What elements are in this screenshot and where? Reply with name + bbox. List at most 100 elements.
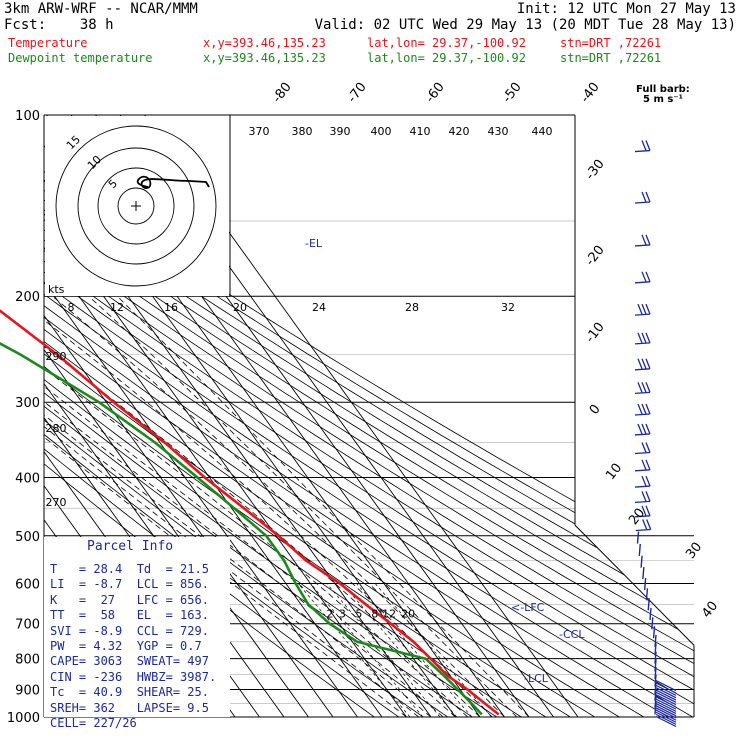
- wind-barb-feather: [642, 519, 648, 530]
- pressure-tick-label: 500: [15, 530, 40, 545]
- dry-adiabat-line: [44, 115, 645, 717]
- parcel-info-row: CAPE= 3063 SWEAT= 497: [50, 654, 209, 669]
- wind-barb-feather: [637, 403, 643, 415]
- wind-barb-surface: [655, 709, 677, 721]
- isotherm-tick-label: 0: [587, 402, 604, 418]
- wind-barb-surface: [655, 684, 677, 696]
- dry-adiabat-line: [44, 115, 694, 717]
- hodograph-ring: [77, 147, 195, 265]
- wind-barb-feather: [641, 459, 647, 471]
- dewpoint-legend-label: Dewpoint temperature: [8, 51, 153, 65]
- wind-barb-feather: [645, 403, 651, 415]
- theta-label: 420: [449, 125, 470, 138]
- hodograph-scale-label: 20: [233, 301, 247, 314]
- hodograph-ring: [117, 187, 155, 225]
- wind-barb-surface: [655, 691, 677, 703]
- wind-barb-feather: [645, 459, 651, 471]
- moist-adiabat-line: [117, 295, 530, 717]
- parcel-info-row: SVI = -8.9 CCL = 729.: [50, 623, 209, 638]
- hodograph-scale-label: 32: [501, 301, 515, 314]
- wind-barb-shaft: [640, 555, 643, 568]
- parcel-info-row: K = 27 LFC = 656.: [50, 592, 209, 607]
- wind-barb-feather: [645, 234, 651, 246]
- dry-adiabat-line: [44, 115, 694, 717]
- wind-barb-shaft: [651, 617, 654, 630]
- wind-barb-feather: [641, 332, 647, 344]
- hodograph-ring: [55, 125, 217, 287]
- moist-adiabat-line: [44, 295, 469, 717]
- parcel-info-row: Tc = 40.9 SHEAR= 25.: [50, 685, 209, 700]
- pressure-tick-label: 600: [15, 577, 40, 592]
- theta-label: 430: [488, 125, 509, 138]
- hodograph-scale-label: 8: [68, 301, 75, 314]
- wind-barb-layer: [634, 140, 677, 728]
- parcel-info-row: SREH= 362 LAPSE= 9.5: [50, 700, 209, 715]
- moist-adiabat-line: [52, 295, 505, 717]
- dry-adiabat-line: [44, 115, 694, 717]
- mixing-ratio-line: [342, 583, 458, 717]
- isotherm-tick-label: -80: [270, 80, 295, 106]
- wind-barb-feather: [645, 358, 651, 370]
- wind-barb-shaft: [634, 451, 651, 455]
- wind-barb-shaft: [647, 598, 650, 611]
- wind-barb-shaft: [634, 391, 651, 395]
- dry-adiabat-line: [44, 115, 620, 717]
- wind-barb-feather: [641, 491, 647, 502]
- isotherm-tick-label: -20: [583, 243, 608, 269]
- wind-barb-feather: [637, 358, 643, 370]
- wind-barb-shaft: [634, 368, 651, 371]
- wind-barb-shaft: [634, 281, 651, 284]
- pressure-tick-label: 200: [15, 290, 40, 305]
- wind-barb-surface: [655, 687, 677, 699]
- mixing-ratio-label: 8: [371, 608, 378, 621]
- dewpoint-profile: [0, 342, 483, 716]
- pressure-tick-label: 300: [15, 396, 40, 411]
- parcel-info-row: CELL= 227/26: [50, 716, 137, 730]
- wind-barb-feather: [637, 303, 643, 315]
- level-annotation: <-LFC: [511, 601, 545, 614]
- wind-barb-surface: [655, 715, 677, 728]
- wind-barb-shaft: [634, 469, 651, 472]
- init-time: Init: 12 UTC Mon 27 May 13: [516, 1, 736, 17]
- dry-adiabat-line: [44, 115, 522, 717]
- wind-barb-feather: [641, 475, 647, 487]
- temperature-xy: x,y=393.46,135.23: [203, 36, 326, 50]
- wind-barb-shaft: [634, 244, 651, 247]
- theta-label: 410: [410, 125, 431, 138]
- wind-barb-feather: [641, 505, 647, 517]
- hodograph-scale-label: 12: [110, 301, 124, 314]
- wind-barb-shaft: [634, 500, 651, 504]
- wind-barb-feather: [645, 491, 651, 502]
- pressure-tick-label: 700: [15, 618, 40, 633]
- moist-adiabat-line: [44, 295, 444, 717]
- parcel-info-title: Parcel Info: [87, 539, 174, 554]
- level-annotation: -EL: [305, 237, 323, 250]
- mixing-ratio-line: [310, 583, 424, 717]
- wind-barb-feather: [645, 475, 651, 487]
- dry-adiabat-line: [44, 115, 694, 717]
- wind-barb-shaft: [634, 433, 651, 436]
- temperature-latlon: lat,lon= 29.37,-100.92: [367, 36, 526, 50]
- dry-adiabat-line: [44, 115, 694, 717]
- theta-label: 370: [249, 125, 270, 138]
- isotherm-tick-label: 10: [603, 461, 625, 483]
- wind-barb-surface: [655, 705, 677, 717]
- theta-label: 270: [46, 496, 67, 509]
- full-barb-units: 5 m s⁻¹: [643, 94, 683, 105]
- mixing-ratio-label: 2: [326, 608, 333, 621]
- dry-adiabat-line: [44, 115, 693, 717]
- wind-barb-feather: [645, 382, 651, 393]
- wind-barb-feather: [645, 332, 651, 344]
- mixing-ratio-layer: [297, 583, 492, 717]
- wind-barb-surface: [655, 707, 677, 719]
- dewpoint-xy: x,y=393.46,135.23: [203, 51, 326, 65]
- temperature-legend-label: Temperature: [8, 36, 88, 50]
- temperature-station: stn=DRT ,72261: [560, 36, 662, 50]
- mixing-ratio-label: 12: [382, 608, 396, 621]
- wind-barb-shaft: [645, 588, 649, 601]
- wind-barb-shaft: [654, 702, 657, 715]
- isotherm-line: [44, 115, 358, 717]
- wind-barb-feather: [645, 423, 651, 435]
- parcel-info-row: TT = 58 EL = 163.: [50, 608, 209, 623]
